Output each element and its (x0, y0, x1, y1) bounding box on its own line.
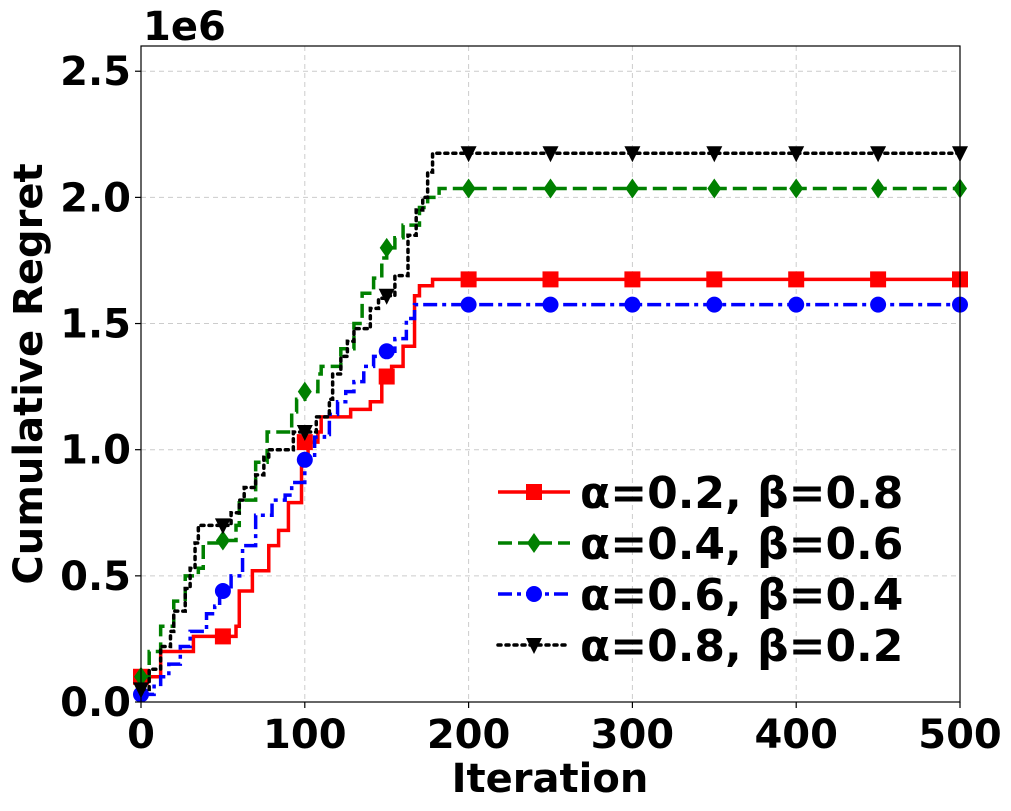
x-tick-label: 100 (263, 712, 347, 758)
series-1 (133, 271, 968, 685)
x-tick-label: 400 (754, 712, 838, 758)
series-marker (706, 146, 723, 163)
y-tick-label: 1.0 (60, 428, 131, 474)
series-marker (214, 518, 231, 535)
y-tick-label: 0.0 (60, 680, 131, 726)
series-marker (297, 381, 312, 402)
series-marker (625, 178, 640, 199)
series-marker (789, 178, 804, 199)
series-marker (296, 451, 313, 468)
series-marker (296, 425, 313, 442)
legend-entry: α=0.4, β=0.6 (498, 519, 903, 570)
x-axis-title: Iteration (452, 756, 649, 802)
series-marker (378, 343, 395, 360)
x-tick-label: 0 (127, 712, 155, 758)
legend-marker (527, 533, 541, 553)
plot-area (133, 146, 968, 703)
legend-entry: α=0.2, β=0.8 (498, 468, 903, 519)
y-tick-label: 2.0 (60, 175, 131, 221)
series-marker (378, 368, 395, 385)
series-marker (214, 582, 231, 599)
series-marker (542, 271, 559, 288)
series-marker (788, 296, 805, 313)
series-marker (460, 296, 477, 313)
series-marker (214, 628, 231, 645)
series-marker (870, 271, 887, 288)
series-marker (788, 271, 805, 288)
series-marker (871, 178, 886, 199)
legend-marker (526, 586, 542, 602)
series-marker (215, 530, 230, 551)
series-marker (296, 434, 313, 451)
series-marker (624, 296, 641, 313)
series-marker (542, 296, 559, 313)
legend-marker (526, 484, 542, 500)
y-axis: 0.0 0.5 1.0 1.5 2.0 2.5 (60, 49, 141, 726)
series-marker (706, 271, 723, 288)
legend-label: α=0.2, β=0.8 (580, 468, 903, 519)
legend-label: α=0.4, β=0.6 (580, 519, 903, 570)
series-marker (460, 146, 477, 163)
y-tick-label: 1.5 (60, 302, 131, 348)
series-marker (378, 288, 395, 305)
series-marker (542, 146, 559, 163)
series-marker (870, 146, 887, 163)
legend-entry: α=0.6, β=0.4 (498, 570, 903, 621)
x-tick-label: 500 (918, 712, 1002, 758)
plot-frame (140, 45, 961, 703)
legend-label: α=0.8, β=0.2 (580, 621, 903, 672)
legend: α=0.2, β=0.8α=0.4, β=0.6α=0.6, β=0.4α=0.… (496, 468, 903, 672)
y-offset-label: 1e6 (143, 4, 226, 50)
series-marker (543, 178, 558, 199)
series-4 (133, 146, 968, 699)
y-tick-label: 2.5 (60, 49, 131, 95)
series-marker (706, 296, 723, 313)
series-marker (788, 146, 805, 163)
series-marker (870, 296, 887, 313)
series-marker (460, 271, 477, 288)
series-line (139, 151, 962, 692)
x-tick-label: 200 (427, 712, 511, 758)
series-marker (624, 146, 641, 163)
x-axis: 0 100 200 300 400 500 (127, 702, 1002, 758)
y-axis-title: Cumulative Regret (6, 163, 52, 584)
series-3 (133, 296, 968, 703)
series-line (141, 302, 960, 697)
series-marker (624, 271, 641, 288)
legend-label: α=0.6, β=0.4 (580, 570, 903, 621)
series-marker (379, 237, 394, 258)
series-marker (461, 178, 476, 199)
y-tick-label: 0.5 (60, 554, 131, 600)
series-2 (134, 178, 967, 687)
legend-marker (526, 638, 542, 654)
series-marker (707, 178, 722, 199)
legend-entry: α=0.8, β=0.2 (496, 621, 903, 672)
x-tick-label: 300 (591, 712, 675, 758)
